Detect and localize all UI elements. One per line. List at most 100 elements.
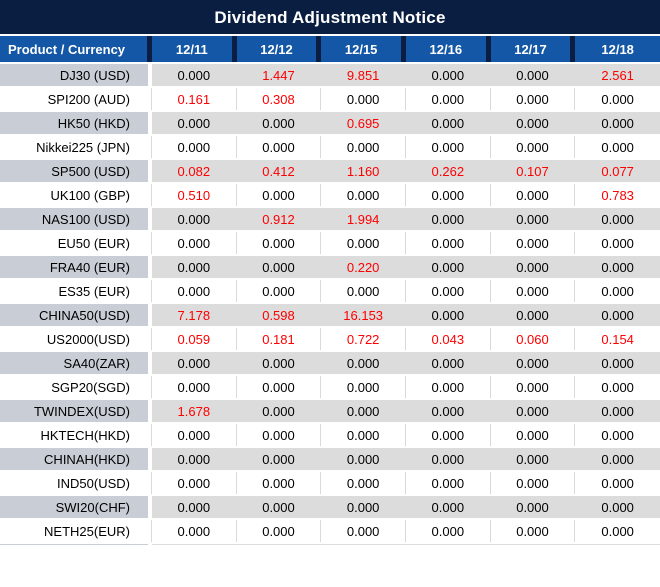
column-separator [148,448,152,470]
value-cell: 1.447 [236,64,322,86]
value-cell: 0.000 [601,139,634,155]
value-cell: 0.000 [601,427,634,443]
value-cell: 0.000 [405,112,491,134]
value-cell: 0.000 [236,352,322,374]
column-separator [148,88,152,110]
product-cell: SWI20(CHF) [0,496,148,518]
value-cell: 0.000 [491,520,576,542]
value-cell: 0.000 [491,376,576,398]
value-cell: 0.000 [490,496,576,518]
value-cell: 0.000 [601,283,634,299]
value-cell: 0.000 [236,256,322,278]
date-header-12-16: 12/16 [405,36,491,62]
product-cell: EU50 (EUR) [57,235,130,251]
value-cell: 0.000 [406,136,491,158]
product-cell: NAS100 (USD) [0,208,148,230]
table-row: TWINDEX(USD) 1.678 0.000 0.000 0.000 0.000 0.0… [0,400,660,424]
value-cell: 0.598 [236,304,322,326]
table-row: SGP20(SGD) 0.000 0.000 0.000 0.000 0.000 0.000 [0,376,660,400]
value-cell: 0.000 [601,475,634,491]
column-separator [148,352,152,374]
column-separator [148,328,152,350]
value-cell: 0.000 [237,184,322,206]
value-cell: 0.308 [237,88,322,110]
value-cell: 0.000 [237,520,322,542]
value-cell: 0.000 [152,424,237,446]
value-cell: 0.000 [236,448,322,470]
value-cell: 0.000 [490,400,576,422]
product-cell: SA40(ZAR) [0,352,148,374]
table-row: NETH25(EUR) 0.000 0.000 0.000 0.000 0.000 0.00… [0,520,660,544]
value-cell: 0.000 [321,424,406,446]
table-row: ES35 (EUR) 0.000 0.000 0.000 0.000 0.000 0.000 [0,280,660,304]
column-separator [148,376,152,398]
value-cell: 0.000 [575,448,660,470]
value-cell: 0.000 [405,304,491,326]
product-cell: SP500 (USD) [0,160,148,182]
value-cell: 0.000 [321,376,406,398]
value-cell: 0.000 [321,448,406,470]
product-cell: UK100 (GBP) [50,187,130,203]
value-cell: 0.000 [152,64,237,86]
value-cell: 0.000 [490,112,576,134]
column-separator [148,232,152,254]
table-row: HK50 (HKD) 0.000 0.000 0.695 0.000 0.000 0.000 [0,112,660,136]
value-cell: 0.000 [406,472,491,494]
value-cell: 0.000 [405,256,491,278]
table-row: US2000(USD) 0.059 0.181 0.722 0.043 0.060 0.15… [0,328,660,352]
table-row: DJ30 (USD) 0.000 1.447 9.851 0.000 0.000 2.561 [0,64,660,88]
value-cell: 1.994 [321,208,406,230]
table-row: SA40(ZAR) 0.000 0.000 0.000 0.000 0.000 0.000 [0,352,660,376]
value-cell: 0.000 [236,496,322,518]
value-cell: 0.000 [405,496,491,518]
date-header-12-18: 12/18 [575,36,660,62]
value-cell: 0.000 [575,496,660,518]
value-cell: 0.000 [152,496,237,518]
value-cell: 0.000 [406,88,491,110]
value-cell: 0.000 [152,256,237,278]
value-cell: 0.000 [321,88,406,110]
value-cell: 0.000 [236,400,322,422]
column-separator [148,400,152,422]
partial-product-cell [0,544,148,545]
product-cell: US2000(USD) [46,331,130,347]
value-cell: 0.000 [237,136,322,158]
table-row: SP500 (USD) 0.082 0.412 1.160 0.262 0.107 0.07… [0,160,660,184]
value-cell: 0.181 [237,328,322,350]
value-cell: 0.000 [491,232,576,254]
product-cell: Nikkei225 (JPN) [36,139,130,155]
value-cell: 0.722 [321,328,406,350]
value-cell: 0.262 [405,160,491,182]
table-row: CHINA50(USD) 7.178 0.598 16.153 0.000 0.000 0.… [0,304,660,328]
product-cell: HK50 (HKD) [0,112,148,134]
value-cell: 0.912 [236,208,322,230]
value-cell: 0.000 [237,280,322,302]
product-currency-header: Product / Currency [0,36,152,62]
column-separator [148,424,152,446]
value-cell: 0.000 [491,88,576,110]
value-cell: 0.082 [152,160,237,182]
table-row: NAS100 (USD) 0.000 0.912 1.994 0.000 0.000 0.0… [0,208,660,232]
value-cell: 0.000 [601,91,634,107]
value-cell: 0.000 [236,112,322,134]
product-cell: IND50(USD) [57,475,130,491]
column-separator [148,280,152,302]
product-cell: CHINA50(USD) [0,304,148,326]
value-cell: 0.000 [152,232,237,254]
value-cell: 0.059 [152,328,237,350]
value-cell: 0.000 [321,280,406,302]
value-cell: 0.000 [490,304,576,326]
value-cell: 0.000 [405,400,491,422]
product-cell: SPI200 (AUD) [47,91,130,107]
column-separator [148,184,152,206]
value-cell: 0.000 [152,376,237,398]
value-cell: 0.000 [490,256,576,278]
table-row: UK100 (GBP) 0.510 0.000 0.000 0.000 0.000 0.78… [0,184,660,208]
product-cell: DJ30 (USD) [0,64,148,86]
value-cell: 0.000 [575,208,660,230]
value-cell: 0.220 [321,256,406,278]
column-separator [148,160,152,182]
value-cell: 0.000 [575,112,660,134]
value-cell: 0.000 [405,208,491,230]
